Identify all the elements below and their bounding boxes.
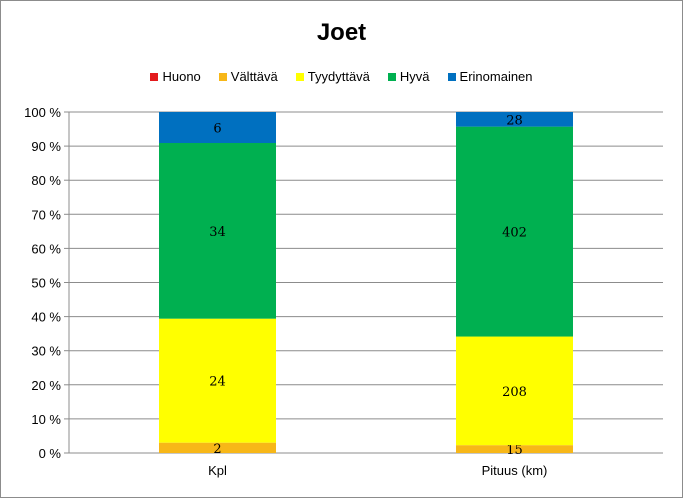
x-tick-label: Kpl [208, 463, 227, 478]
legend-label: Hyvä [399, 69, 430, 84]
legend-swatch [218, 72, 227, 81]
data-label: 6 [213, 122, 221, 137]
bar-segment-erinomainen [456, 112, 573, 127]
legend-item-4: Erinomainen [447, 69, 533, 84]
data-label: 34 [209, 225, 226, 240]
legend-label: Erinomainen [459, 69, 533, 84]
legend-swatch [150, 72, 159, 81]
legend-item-3: Hyvä [387, 69, 430, 84]
bar-segment-välttävä [456, 445, 573, 453]
data-label: 208 [502, 385, 527, 400]
y-tick-label: 60 % [31, 241, 61, 256]
bar-segment-hyvä [456, 126, 573, 337]
legend-swatch [295, 72, 304, 81]
data-label: 2 [213, 442, 221, 457]
data-label: 28 [506, 113, 523, 128]
legend-item-0: Huono [150, 69, 201, 84]
data-label: 24 [209, 375, 226, 390]
y-tick-label: 20 % [31, 378, 61, 393]
bar-segment-hyvä [159, 143, 276, 319]
legend-label: Huono [162, 69, 201, 84]
y-tick-label: 40 % [31, 310, 61, 325]
y-tick-label: 30 % [31, 344, 61, 359]
y-tick-label: 90 % [31, 139, 61, 154]
x-tick-label: Pituus (km) [482, 463, 548, 478]
data-label: 15 [506, 443, 523, 458]
legend-swatch [387, 72, 396, 81]
legend-label: Tyydyttävä [307, 69, 370, 84]
y-tick-label: 70 % [31, 207, 61, 222]
bar-segment-erinomainen [159, 112, 276, 143]
legend: Huono Välttävä Tyydyttävä Hyvä Erinomainen [1, 69, 682, 84]
bar-segment-tyydyttävä [159, 318, 276, 443]
y-tick-label: 100 % [24, 105, 61, 120]
y-tick-label: 50 % [31, 276, 61, 291]
legend-item-1: Välttävä [218, 69, 278, 84]
y-tick-label: 10 % [31, 412, 61, 427]
chart-title: Joet [316, 19, 367, 46]
bar-segment-tyydyttävä [456, 336, 573, 446]
legend-swatch [447, 72, 456, 81]
legend-label: Välttävä [230, 69, 278, 84]
data-label: 402 [502, 226, 527, 241]
y-tick-label: 80 % [31, 173, 61, 188]
y-tick-label: 0 % [39, 446, 62, 461]
legend-item-2: Tyydyttävä [295, 69, 370, 84]
bar-segment-välttävä [159, 442, 276, 453]
